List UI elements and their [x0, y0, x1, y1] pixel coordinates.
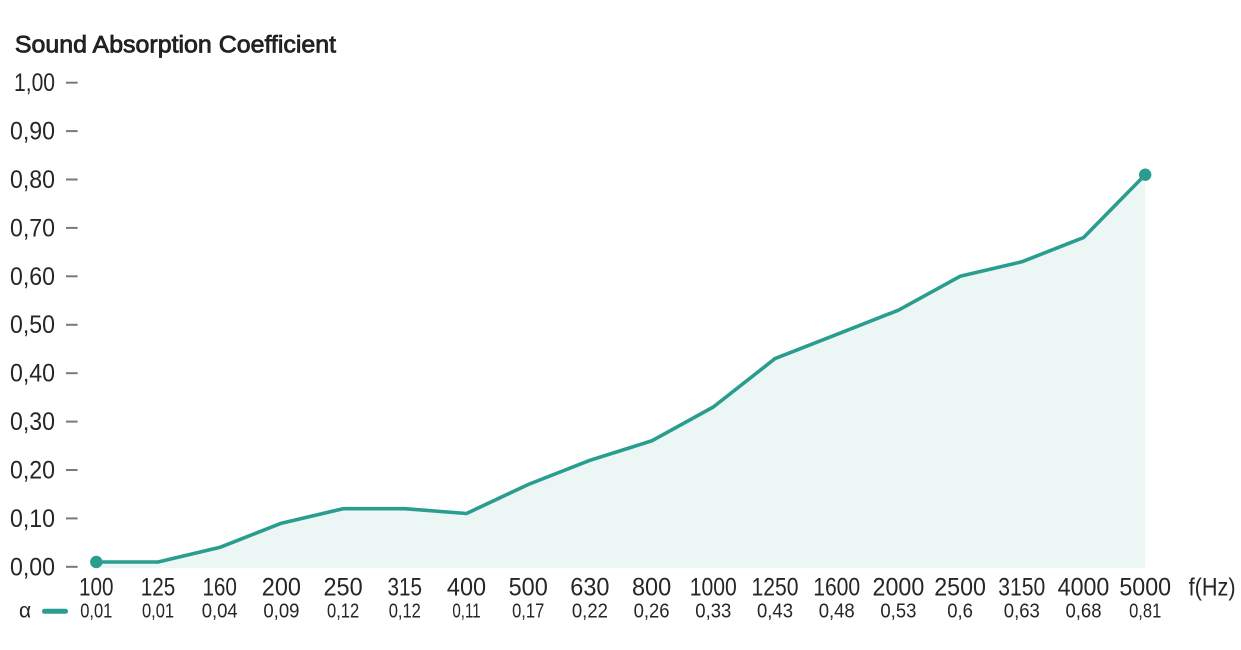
svg-text:1,00: 1,00 — [14, 70, 55, 97]
svg-text:500: 500 — [509, 574, 548, 601]
svg-text:2500: 2500 — [934, 574, 986, 601]
svg-text:0,04: 0,04 — [202, 601, 238, 623]
svg-text:400: 400 — [447, 574, 486, 601]
svg-text:0,43: 0,43 — [757, 601, 793, 623]
svg-text:0,33: 0,33 — [695, 601, 731, 623]
svg-text:1250: 1250 — [752, 574, 799, 601]
svg-text:0,11: 0,11 — [452, 601, 480, 623]
svg-text:315: 315 — [388, 574, 423, 601]
svg-text:0,26: 0,26 — [634, 601, 670, 623]
svg-text:0,68: 0,68 — [1066, 601, 1102, 623]
svg-text:0,09: 0,09 — [263, 601, 299, 623]
svg-text:0,90: 0,90 — [10, 119, 55, 146]
svg-text:0,10: 0,10 — [10, 506, 55, 533]
svg-text:f(Hz): f(Hz) — [1189, 574, 1236, 601]
svg-text:0,63: 0,63 — [1004, 601, 1040, 623]
svg-text:160: 160 — [202, 574, 237, 601]
svg-text:4000: 4000 — [1058, 574, 1110, 601]
svg-text:0,6: 0,6 — [947, 601, 973, 623]
svg-text:0,30: 0,30 — [10, 409, 55, 436]
svg-text:0,00: 0,00 — [10, 554, 55, 581]
svg-text:0,01: 0,01 — [142, 601, 174, 623]
svg-text:630: 630 — [570, 574, 609, 601]
svg-text:0,40: 0,40 — [10, 361, 55, 388]
svg-text:0,20: 0,20 — [10, 458, 55, 485]
svg-text:0,01: 0,01 — [80, 601, 112, 623]
svg-text:3150: 3150 — [998, 574, 1045, 601]
svg-text:Sound Absorption Coefficient: Sound Absorption Coefficient — [15, 31, 336, 58]
svg-text:125: 125 — [141, 574, 176, 601]
svg-text:0,81: 0,81 — [1129, 601, 1161, 623]
svg-text:0,70: 0,70 — [10, 215, 55, 242]
svg-text:0,48: 0,48 — [819, 601, 855, 623]
svg-text:200: 200 — [262, 574, 301, 601]
svg-text:0,60: 0,60 — [10, 264, 55, 291]
svg-text:800: 800 — [632, 574, 671, 601]
svg-text:5000: 5000 — [1119, 574, 1171, 601]
svg-text:α: α — [19, 600, 31, 623]
svg-text:100: 100 — [79, 574, 114, 601]
svg-text:0,80: 0,80 — [10, 167, 55, 194]
svg-text:0,12: 0,12 — [327, 601, 359, 623]
svg-text:1000: 1000 — [690, 574, 737, 601]
svg-text:0,17: 0,17 — [512, 601, 544, 623]
svg-text:0,53: 0,53 — [880, 601, 916, 623]
svg-text:2000: 2000 — [873, 574, 925, 601]
svg-text:0,50: 0,50 — [10, 312, 55, 339]
svg-text:0,12: 0,12 — [389, 601, 421, 623]
svg-text:250: 250 — [324, 574, 363, 601]
svg-text:0,22: 0,22 — [572, 601, 608, 623]
svg-text:1600: 1600 — [813, 574, 860, 601]
